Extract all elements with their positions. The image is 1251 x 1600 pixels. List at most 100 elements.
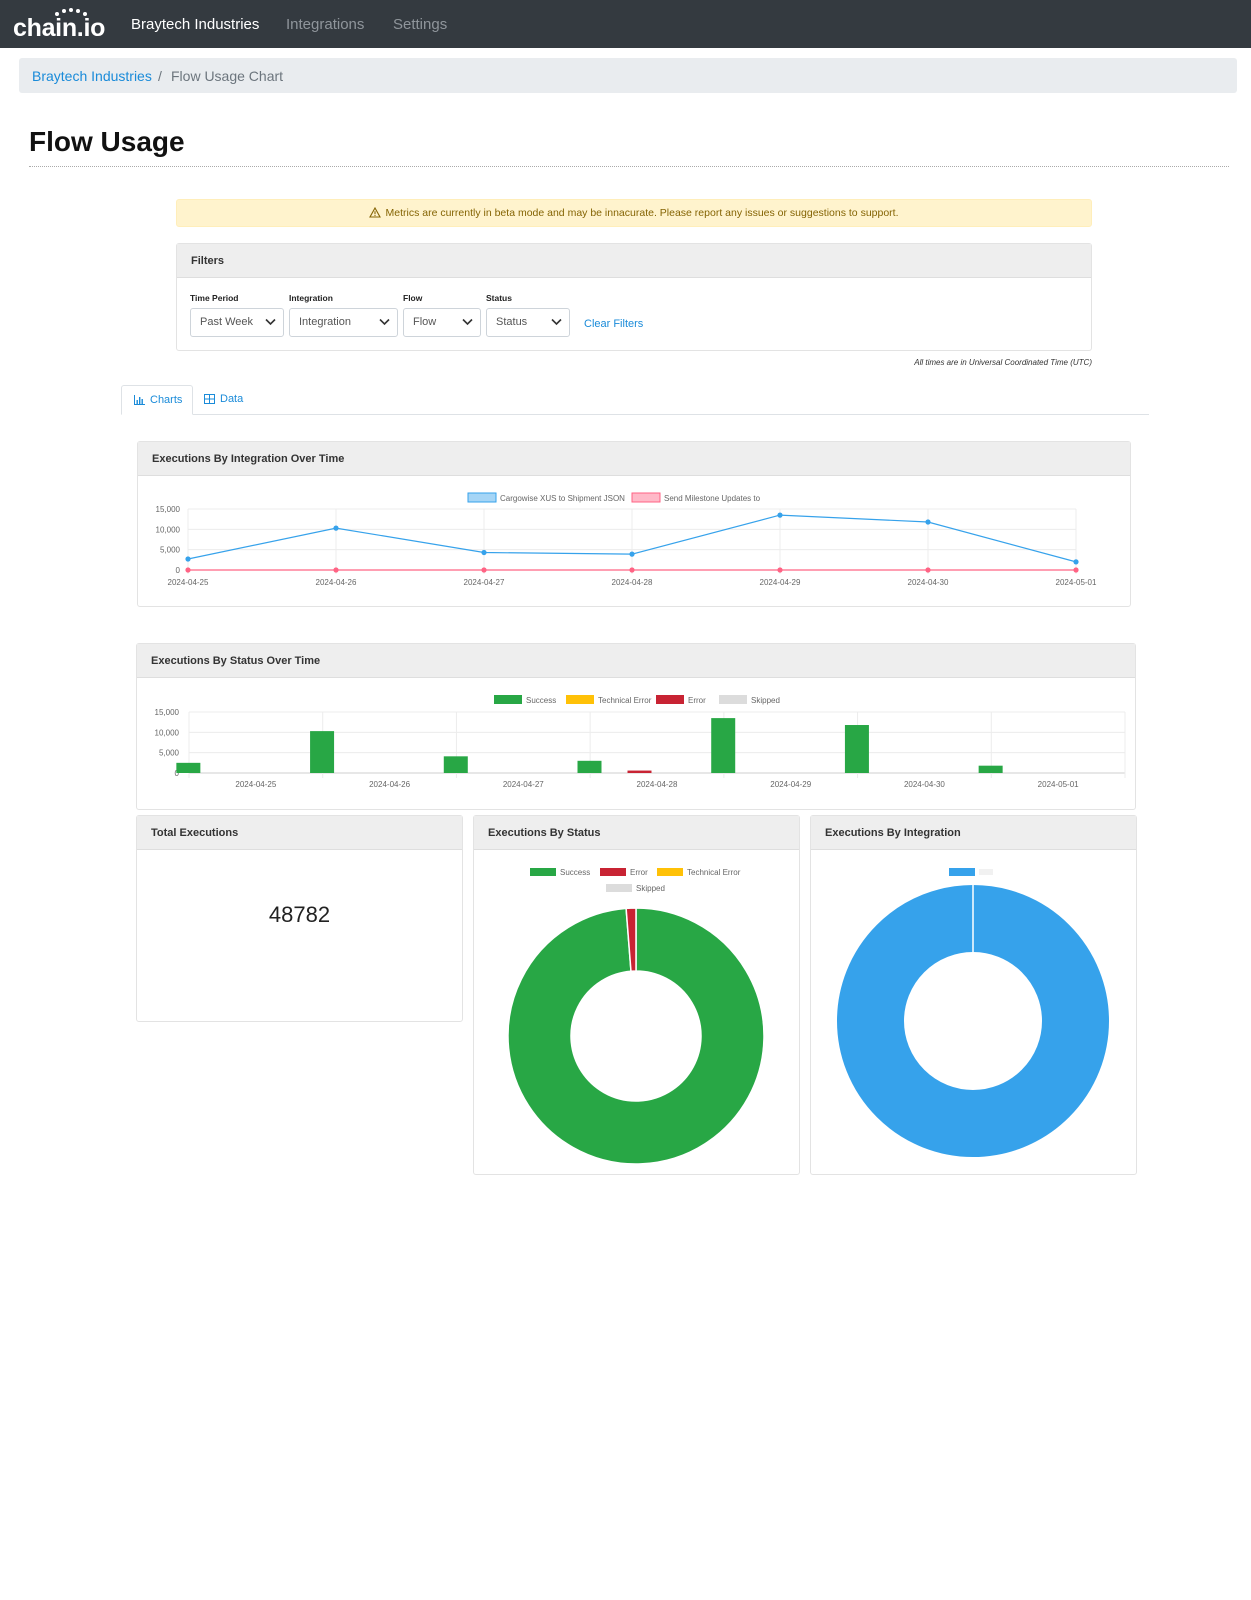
tabs-divider bbox=[121, 414, 1149, 415]
x-tick-label: 2024-04-28 bbox=[637, 780, 678, 789]
y-tick-label: 5,000 bbox=[159, 749, 180, 758]
bar-success bbox=[310, 731, 335, 773]
legend-swatch-success bbox=[494, 695, 522, 704]
integration-value: Integration bbox=[299, 316, 351, 328]
bar-error bbox=[627, 770, 652, 773]
chevron-down-icon bbox=[379, 318, 390, 326]
legend-label-error: Error bbox=[630, 868, 648, 877]
data-point-send-milestone-updates-to bbox=[629, 567, 635, 573]
status-time-title: Executions By Status Over Time bbox=[137, 644, 1135, 678]
data-point-send-milestone-updates-to bbox=[333, 567, 339, 573]
y-tick-label: 10,000 bbox=[155, 728, 180, 737]
data-point-send-milestone-updates-to bbox=[481, 567, 487, 573]
status-doughnut-panel: Executions By Status Success Error Technic… bbox=[473, 815, 800, 1175]
legend-label-skipped: Skipped bbox=[636, 884, 665, 893]
legend-label-success: Success bbox=[560, 868, 590, 877]
tab-charts-label: Charts bbox=[150, 394, 183, 406]
slice-error bbox=[625, 907, 637, 972]
legend-label-error: Error bbox=[688, 696, 706, 705]
integration-line-chart: Cargowise XUS to Shipment JSON Send Miles… bbox=[156, 492, 1097, 587]
nav-settings[interactable]: Settings bbox=[393, 16, 448, 33]
x-tick-label: 2024-04-26 bbox=[316, 578, 357, 587]
legend-label-send-milestone-updates-to: Send Milestone Updates to bbox=[664, 494, 761, 503]
bar-success bbox=[844, 725, 869, 773]
clear-filters-link[interactable]: Clear Filters bbox=[584, 318, 644, 330]
data-point-send-milestone-updates-to bbox=[185, 567, 191, 573]
x-tick-label: 2024-04-27 bbox=[503, 780, 544, 789]
integration-doughnut-title: Executions By Integration bbox=[811, 816, 1136, 850]
chevron-down-icon bbox=[265, 318, 276, 326]
table-icon bbox=[204, 394, 215, 404]
logo-text: chain.io bbox=[13, 14, 106, 42]
status-time-panel: Executions By Status Over Time Success Te… bbox=[136, 643, 1136, 810]
total-executions-value: 48782 bbox=[268, 902, 331, 927]
data-point-cargowise-xus-to-shipment-json bbox=[333, 525, 339, 531]
data-point-cargowise-xus-to-shipment-json bbox=[629, 551, 635, 557]
legend-swatch-cargowise-xus-to-shipment-json bbox=[467, 492, 497, 503]
data-point-cargowise-xus-to-shipment-json bbox=[1073, 559, 1079, 565]
x-tick-label: 2024-04-29 bbox=[760, 578, 801, 587]
data-point-send-milestone-updates-to bbox=[1073, 567, 1079, 573]
legend-label-cargowise-xus-to-shipment-json: Cargowise XUS to Shipment JSON bbox=[500, 494, 625, 503]
legend-swatch-skipped bbox=[606, 884, 632, 892]
flow-select[interactable]: Flow bbox=[403, 308, 481, 337]
breadcrumb-current: Flow Usage Chart bbox=[171, 68, 284, 84]
page-title: Flow Usage bbox=[29, 126, 185, 157]
bar-success bbox=[443, 756, 468, 773]
legend-swatch-success bbox=[530, 868, 556, 876]
filters-title: Filters bbox=[177, 244, 1091, 278]
legend-swatch-integration bbox=[949, 868, 975, 876]
y-tick-label: 15,000 bbox=[155, 708, 180, 717]
time-period-label: Time Period bbox=[190, 293, 239, 303]
warning-icon bbox=[369, 206, 382, 218]
x-tick-label: 2024-04-29 bbox=[770, 780, 811, 789]
nav-integrations[interactable]: Integrations bbox=[286, 16, 365, 33]
slice-success bbox=[507, 907, 765, 1165]
legend-label-technical-error: Technical Error bbox=[687, 868, 741, 877]
status-label: Status bbox=[486, 293, 512, 303]
y-tick-label: 0 bbox=[176, 566, 181, 575]
time-period-select[interactable]: Past Week bbox=[190, 308, 284, 337]
breadcrumb-separator: / bbox=[158, 68, 162, 84]
status-doughnut-chart: Success Error Technical Error Skipped bbox=[507, 868, 765, 1165]
legend-swatch-technical-error bbox=[566, 695, 594, 704]
total-executions-title: Total Executions bbox=[137, 816, 462, 850]
data-point-cargowise-xus-to-shipment-json bbox=[777, 512, 783, 518]
data-point-cargowise-xus-to-shipment-json bbox=[925, 519, 931, 525]
integration-time-title: Executions By Integration Over Time bbox=[138, 442, 1130, 476]
x-tick-label: 2024-04-27 bbox=[464, 578, 505, 587]
status-doughnut-title: Executions By Status bbox=[474, 816, 799, 850]
integration-doughnut-panel: Executions By Integration bbox=[810, 815, 1137, 1175]
top-navbar: chain.io Braytech Industries Integration… bbox=[0, 0, 1251, 48]
title-divider bbox=[29, 166, 1229, 167]
bar-success bbox=[176, 762, 201, 773]
chevron-down-icon bbox=[462, 318, 473, 326]
data-point-cargowise-xus-to-shipment-json bbox=[481, 549, 487, 556]
legend-swatch-error bbox=[600, 868, 626, 876]
status-bar-chart: Success Technical Error Error Skipped 15,000… bbox=[155, 695, 1126, 789]
x-tick-label: 2024-04-30 bbox=[904, 780, 945, 789]
y-tick-label: 0 bbox=[175, 769, 180, 778]
integration-select[interactable]: Integration bbox=[289, 308, 398, 337]
x-tick-label: 2024-04-25 bbox=[235, 780, 276, 789]
nav-company[interactable]: Braytech Industries bbox=[131, 16, 260, 33]
legend-label-success: Success bbox=[526, 696, 556, 705]
x-tick-label: 2024-04-30 bbox=[908, 578, 949, 587]
legend-swatch-send-milestone-updates-to bbox=[631, 492, 661, 503]
flow-value: Flow bbox=[413, 316, 437, 328]
legend-swatch-error bbox=[656, 695, 684, 704]
bar-success bbox=[577, 760, 602, 773]
data-point-send-milestone-updates-to bbox=[925, 567, 931, 573]
x-tick-label: 2024-04-28 bbox=[612, 578, 653, 587]
alert-text: Metrics are currently in beta mode and m… bbox=[385, 207, 899, 219]
legend-label-redacted bbox=[979, 869, 993, 875]
tab-data[interactable]: Data bbox=[192, 385, 262, 415]
time-period-value: Past Week bbox=[200, 316, 253, 328]
tab-charts[interactable]: Charts bbox=[121, 385, 193, 415]
breadcrumb-parent-link[interactable]: Braytech Industries bbox=[32, 68, 152, 84]
beta-alert: Metrics are currently in beta mode and m… bbox=[176, 199, 1092, 227]
y-tick-label: 15,000 bbox=[156, 505, 181, 514]
integration-time-panel: Executions By Integration Over Time Carg… bbox=[137, 441, 1131, 607]
status-select[interactable]: Status bbox=[486, 308, 570, 337]
total-executions-panel: Total Executions 48782 bbox=[136, 815, 463, 1022]
